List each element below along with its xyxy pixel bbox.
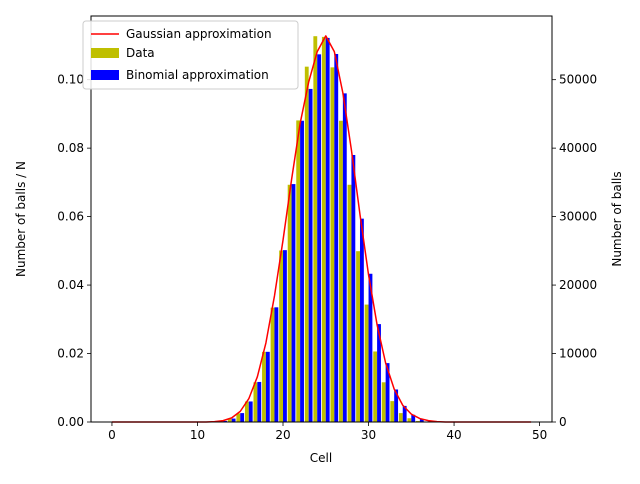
binomial-bar: [274, 307, 278, 422]
data-bar: [322, 37, 326, 422]
data-bar: [262, 352, 266, 422]
binomial-bar: [240, 413, 244, 422]
right-y-axis-label: Number of balls: [610, 171, 624, 266]
data-bar: [407, 418, 411, 422]
binomial-bar: [257, 382, 261, 422]
left-y-tick-label: 0.06: [57, 210, 84, 224]
data-bar: [271, 308, 275, 422]
binomial-bar: [334, 54, 338, 422]
data-bar: [390, 401, 394, 422]
binomial-bar: [360, 219, 364, 422]
left-y-axis-label: Number of balls / N: [14, 161, 28, 277]
data-bar: [288, 185, 292, 422]
data-bar: [365, 305, 369, 422]
x-axis-label: Cell: [310, 451, 332, 465]
binomial-bar: [266, 352, 270, 422]
legend-binomial-swatch: [91, 70, 119, 80]
binomial-bar: [283, 250, 287, 422]
x-tick-label: 0: [108, 428, 116, 442]
binomial-bar: [232, 419, 236, 422]
right-y-tick-label: 10000: [559, 347, 597, 361]
left-y-tick-label: 0.10: [57, 73, 84, 87]
data-bar: [373, 351, 377, 422]
binomial-bar: [343, 93, 347, 422]
data-bar: [296, 120, 300, 422]
binomial-bar: [317, 54, 321, 422]
data-bar: [313, 36, 317, 422]
data-bar: [356, 251, 360, 422]
data-bar: [305, 67, 309, 422]
left-y-tick-label: 0.02: [57, 347, 84, 361]
x-tick-label: 30: [361, 428, 376, 442]
x-tick-label: 50: [532, 428, 547, 442]
left-y-tick-label: 0.08: [57, 141, 84, 155]
right-y-tick-label: 0: [559, 415, 567, 429]
data-bar: [382, 382, 386, 422]
binomial-bar: [300, 121, 304, 422]
data-bar: [279, 250, 283, 422]
data-bar: [399, 413, 403, 422]
data-bar: [348, 185, 352, 422]
binomial-bar: [351, 155, 355, 422]
binomial-bar: [249, 401, 253, 422]
right-y-tick-label: 30000: [559, 210, 597, 224]
left-y-tick-label: 0.00: [57, 415, 84, 429]
x-tick-label: 20: [275, 428, 290, 442]
data-bar: [254, 382, 258, 422]
binomial-bar: [292, 184, 296, 422]
legend-gaussian-label: Gaussian approximation: [126, 27, 272, 41]
legend: Gaussian approximation Data Binomial app…: [83, 21, 298, 89]
legend-data-swatch: [91, 48, 119, 58]
binomial-bar: [326, 38, 330, 422]
legend-data-label: Data: [126, 46, 155, 60]
binomial-bar: [309, 89, 313, 422]
legend-binomial-label: Binomial approximation: [126, 68, 269, 82]
x-tick-label: 40: [446, 428, 461, 442]
left-y-tick-label: 0.04: [57, 278, 84, 292]
data-bar: [330, 67, 334, 422]
right-y-tick-label: 50000: [559, 73, 597, 87]
data-bar: [339, 121, 343, 422]
right-y-tick-label: 20000: [559, 278, 597, 292]
right-y-tick-label: 40000: [559, 141, 597, 155]
x-tick-label: 10: [190, 428, 205, 442]
